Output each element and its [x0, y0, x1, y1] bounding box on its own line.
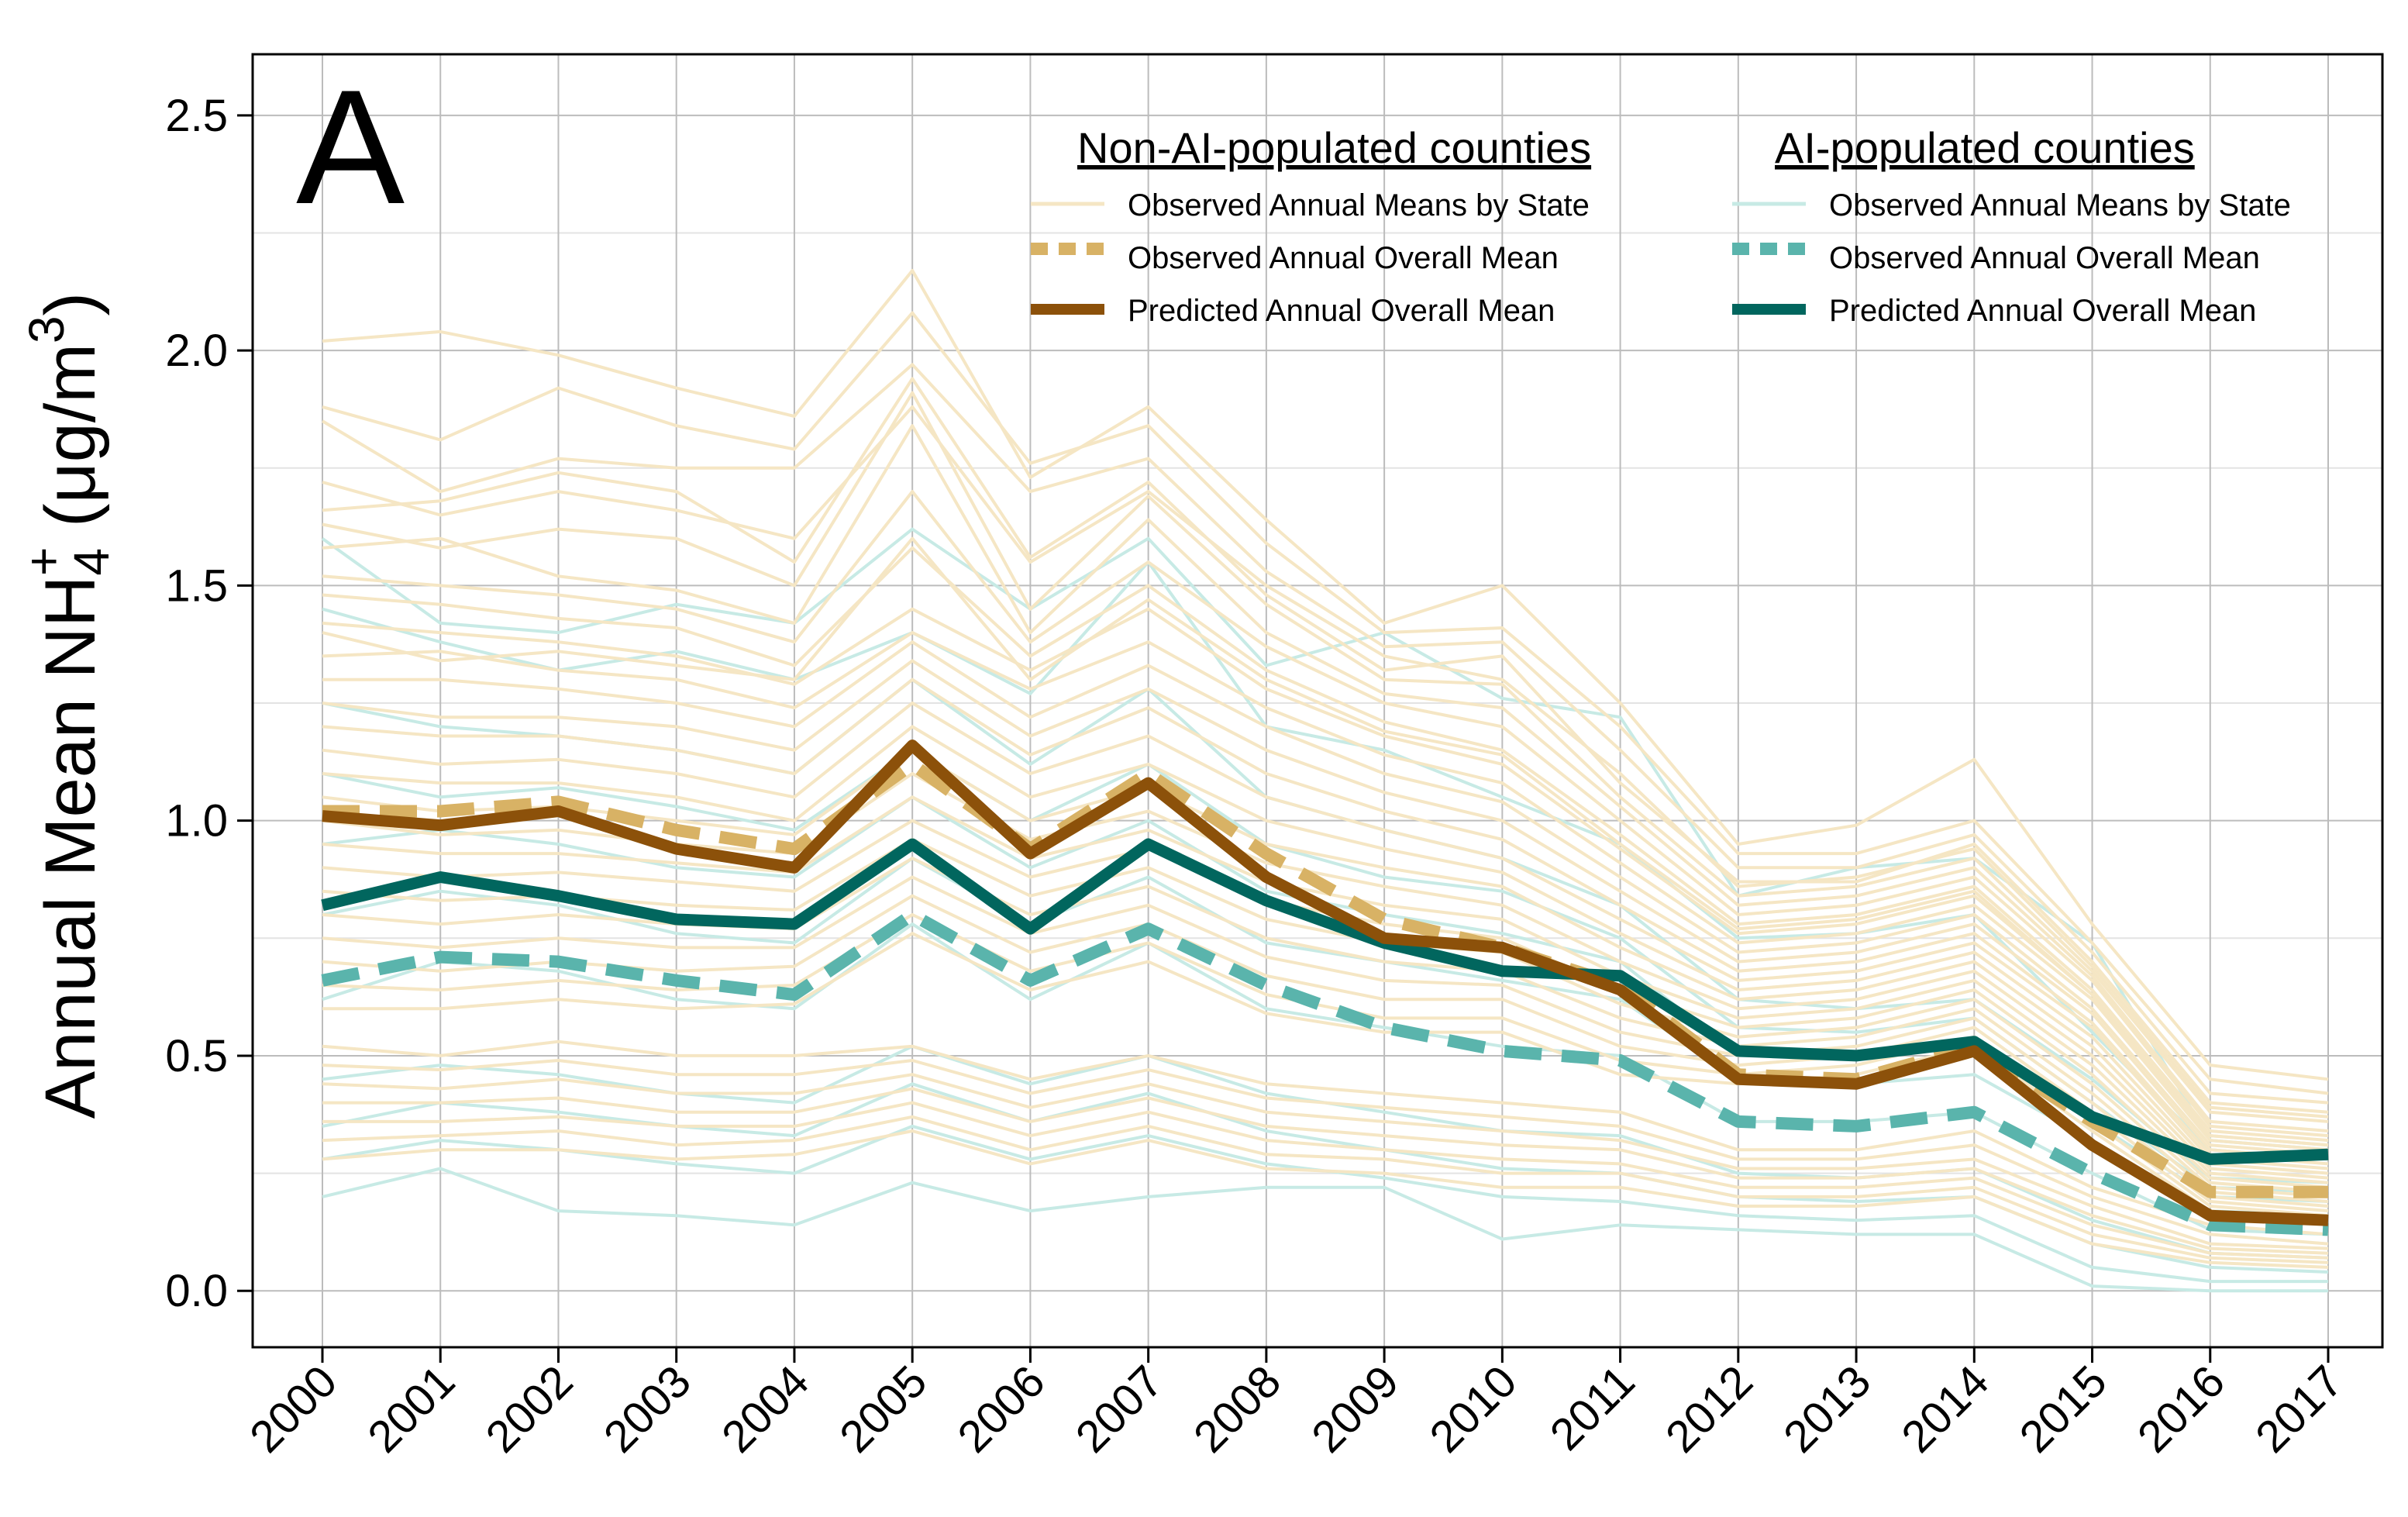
y-axis-label-unit-open: (μg/m: [31, 343, 110, 547]
plot-frame: [251, 53, 2384, 1349]
state-line-nonai: [322, 725, 2329, 1175]
state-line-ai: [322, 1167, 2328, 1293]
y-tick-label: 2.0: [165, 326, 228, 376]
legend-label-nonai-predicted-mean: Predicted Annual Overall Mean: [1128, 294, 1555, 328]
state-line-nonai: [322, 1087, 2329, 1255]
y-tick-label: 0.5: [165, 1031, 228, 1081]
mean-lines: [321, 740, 2329, 1236]
state-line-nonai: [322, 748, 2329, 1180]
legend-label-nonai-state: Observed Annual Means by State: [1128, 188, 1590, 222]
state-line-nonai: [322, 1101, 2329, 1260]
y-axis-label-unit-close: ): [31, 292, 110, 316]
state-line-nonai: [322, 631, 2329, 1152]
state-line-nonai: [322, 1129, 2329, 1269]
y-axis-label-unit-superscript: 3: [19, 315, 74, 343]
state-line-nonai: [322, 405, 2329, 1119]
y-tick-label: 1.0: [165, 796, 228, 846]
state-line-nonai: [322, 607, 2329, 1147]
y-tick-label: 2.5: [165, 91, 228, 141]
series-line-ai-predicted: [321, 838, 2329, 1165]
state-line-nonai: [322, 640, 2329, 1157]
state-line-nonai: [322, 1059, 2329, 1246]
state-lines: [321, 269, 2329, 1293]
legend-title-ai: AI-populated counties: [1775, 123, 2195, 172]
legend-label-ai-observed-mean: Observed Annual Overall Mean: [1829, 241, 2260, 275]
state-line-nonai: [322, 875, 2329, 1208]
legend-label-ai-predicted-mean: Predicted Annual Overall Mean: [1829, 294, 2256, 328]
state-line-nonai: [322, 311, 2329, 1095]
state-line-nonai: [322, 1115, 2329, 1264]
y-axis-label-subscript: 4: [64, 548, 119, 576]
series-line-nonai-predicted: [322, 740, 2329, 1226]
state-line-nonai: [322, 1073, 2329, 1250]
panel-label: A: [296, 56, 405, 238]
legend-label-nonai-observed-mean: Observed Annual Overall Mean: [1128, 241, 1559, 275]
y-axis-label-superscript: +: [16, 547, 71, 576]
state-line-ai: [322, 857, 2329, 1218]
state-line-ai: [322, 922, 2329, 1236]
state-line-nonai: [322, 391, 2329, 1123]
state-line-nonai: [322, 546, 2329, 1143]
state-line-nonai: [322, 894, 2329, 1213]
state-line-nonai: [322, 377, 2329, 1114]
y-axis: 0.0 0.5 1.0 1.5 2.0 2.5: [165, 91, 253, 1316]
y-tick-label: 1.5: [165, 560, 228, 611]
state-line-nonai: [322, 1039, 2329, 1236]
state-line-nonai: [322, 536, 2329, 1147]
state-line-nonai: [322, 677, 2329, 1166]
legend-title-non-ai: Non-AI-populated counties: [1077, 123, 1591, 172]
state-line-nonai: [322, 490, 2329, 1138]
state-line-ai: [321, 527, 2329, 1152]
state-line-nonai: [322, 837, 2329, 1198]
y-axis-label: Annual Mean NH4+ (μg/m3): [16, 292, 119, 1119]
y-tick-label: 0.0: [165, 1266, 228, 1316]
state-line-nonai: [321, 363, 2329, 1105]
state-line-nonai: [322, 424, 2329, 1133]
state-line-nonai: [322, 659, 2329, 1161]
state-line-nonai: [322, 857, 2329, 1203]
y-axis-label-main: Annual Mean NH: [31, 576, 110, 1119]
state-line-nonai: [322, 702, 2329, 1171]
legend: Non-AI-populated counties AI-populated c…: [1031, 123, 2291, 328]
state-line-nonai: [322, 269, 2329, 1081]
legend-label-ai-state: Observed Annual Means by State: [1829, 188, 2291, 222]
